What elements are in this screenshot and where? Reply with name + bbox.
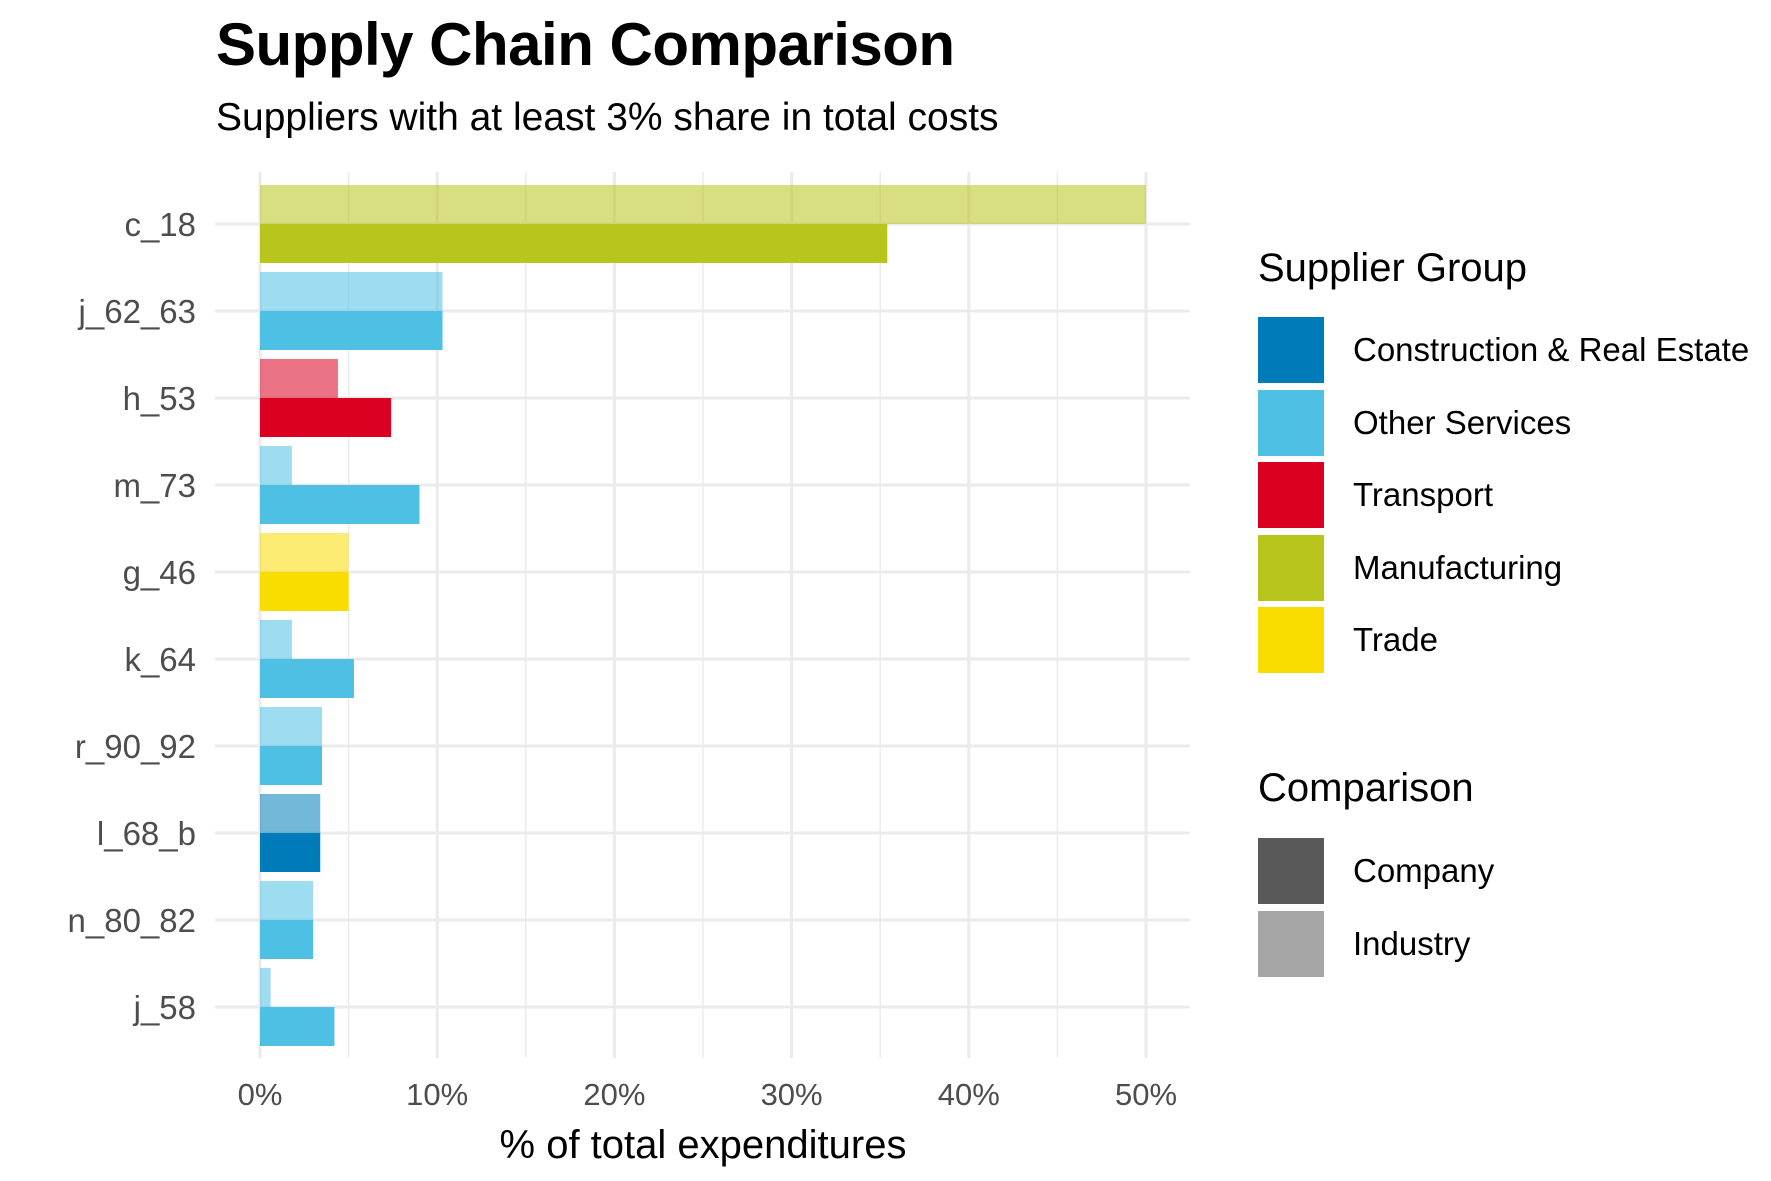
legend-swatch [1258, 838, 1324, 904]
legend-label: Trade [1353, 621, 1438, 658]
bar-company-m_73 [260, 485, 420, 524]
legend-group-item: Transport [1258, 462, 1758, 528]
y-tick-label: g_46 [123, 554, 196, 591]
legend-label: Company [1353, 852, 1495, 889]
bar-company-j_58 [260, 1007, 335, 1046]
bar-industry-r_90_92 [260, 707, 323, 746]
y-tick-label: m_73 [113, 467, 196, 504]
bar-industry-h_53 [260, 359, 338, 398]
legend-label: Construction & Real Estate [1353, 331, 1750, 368]
legend-label: Transport [1353, 476, 1493, 513]
y-tick-label: n_80_82 [68, 902, 196, 939]
bar-industry-g_46 [260, 533, 349, 572]
legend-group-item: Trade [1258, 607, 1758, 673]
legend-title-comparison: Comparison [1258, 766, 1474, 810]
legend-swatch [1258, 534, 1324, 601]
chart-title: Supply Chain Comparison [216, 11, 955, 78]
legend-swatch [1258, 910, 1324, 977]
legend-swatch [1258, 317, 1324, 383]
chart-subtitle: Suppliers with at least 3% share in tota… [216, 96, 999, 139]
bar-company-n_80_82 [260, 920, 314, 959]
bar-industry-n_80_82 [260, 881, 314, 920]
x-tick-label: 50% [1115, 1077, 1177, 1112]
x-tick-label: 30% [761, 1077, 823, 1112]
legend-swatch [1258, 389, 1324, 456]
y-tick-label: j_58 [133, 989, 196, 1026]
y-tick-label: j_62_63 [78, 293, 196, 330]
x-tick-label: 20% [583, 1077, 645, 1112]
y-tick-label: l_68_b [97, 815, 196, 852]
bar-industry-c_18 [260, 185, 1146, 224]
legend-group-item: Construction & Real Estate [1258, 317, 1758, 383]
bar-industry-k_64 [260, 620, 292, 659]
y-tick-label: k_64 [124, 641, 196, 678]
bar-company-c_18 [260, 224, 888, 263]
bar-company-r_90_92 [260, 746, 323, 785]
bar-company-j_62_63 [260, 311, 443, 350]
legend-group-item: Manufacturing [1258, 534, 1758, 601]
bar-company-h_53 [260, 398, 392, 437]
bar-company-g_46 [260, 572, 349, 611]
bar-industry-j_62_63 [260, 272, 443, 311]
legend-group-item: Other Services [1258, 389, 1758, 456]
legend-label: Industry [1353, 924, 1471, 962]
x-tick-label: 10% [406, 1077, 468, 1112]
legend-label: Manufacturing [1353, 548, 1563, 586]
bar-company-k_64 [260, 659, 354, 698]
y-tick-label: r_90_92 [75, 728, 196, 765]
legend-swatch [1258, 462, 1324, 528]
bar-chart: c_18 j_62_63 h_53 m_73 g_46 k_64 r_90_92 l_68_b… [68, 172, 1190, 1167]
legend-comparison-item: Industry [1258, 910, 1758, 977]
y-tick-label: h_53 [123, 380, 196, 417]
x-tick-label: 0% [238, 1077, 283, 1112]
bar-industry-j_58 [260, 968, 271, 1007]
bar-company-l_68_b [260, 833, 321, 872]
legend-title-supplier-group: Supplier Group [1258, 246, 1528, 290]
x-axis-title: % of total expenditures [500, 1123, 907, 1167]
legend-label: Other Services [1353, 403, 1572, 441]
legend-swatch [1258, 607, 1324, 673]
bar-industry-m_73 [260, 446, 292, 485]
legend-comparison-item: Company [1258, 838, 1758, 904]
y-tick-label: c_18 [124, 206, 196, 243]
x-tick-label: 40% [938, 1077, 1000, 1112]
bar-industry-l_68_b [260, 794, 321, 833]
